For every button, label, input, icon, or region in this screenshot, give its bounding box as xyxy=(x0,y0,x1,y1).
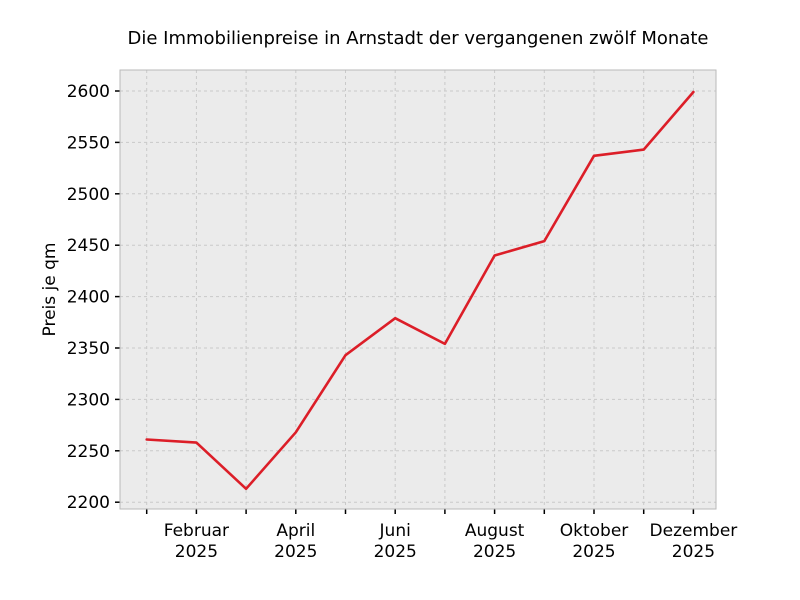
x-gridlines xyxy=(146,70,694,509)
x-tick-label-month: April xyxy=(276,521,315,541)
y-axis-label: Preis je qm xyxy=(40,243,60,337)
y-axis-ticks xyxy=(115,90,120,503)
x-tick-label-month: August xyxy=(465,521,525,541)
x-tick-labels: Februar2025April2025Juni2025August2025Ok… xyxy=(164,521,738,562)
x-tick-label-month: Juni xyxy=(379,521,411,541)
y-tick-label: 2200 xyxy=(67,493,110,513)
plot-border xyxy=(119,69,717,510)
x-tick-label-year: 2025 xyxy=(473,542,516,562)
plot-area xyxy=(120,70,716,509)
y-tick-labels: 2200 2250 2300 2350 2400 2450 2500 2550 2600 xyxy=(67,82,110,513)
x-tick-label-year: 2025 xyxy=(672,542,715,562)
y-tick-label: 2350 xyxy=(67,339,110,359)
y-tick-label: 2250 xyxy=(67,442,110,462)
y-tick-label: 2300 xyxy=(67,390,110,410)
y-tick-label: 2600 xyxy=(67,82,110,102)
x-tick-label-year: 2025 xyxy=(572,542,615,562)
y-tick-label: 2500 xyxy=(67,185,110,205)
price-line-series xyxy=(145,90,695,491)
chart-title: Die Immobilienpreise in Arnstadt der ver… xyxy=(127,28,708,49)
x-tick-label-month: Februar xyxy=(164,521,229,541)
x-tick-label-month: Dezember xyxy=(650,521,738,541)
x-tick-label-month: Oktober xyxy=(560,521,629,541)
x-axis-ticks xyxy=(145,509,695,514)
y-tick-label: 2550 xyxy=(67,133,110,153)
x-tick-label-year: 2025 xyxy=(274,542,317,562)
y-tick-label: 2400 xyxy=(67,288,110,308)
y-tick-label: 2450 xyxy=(67,236,110,256)
x-tick-label-year: 2025 xyxy=(175,542,218,562)
x-tick-label-year: 2025 xyxy=(374,542,417,562)
